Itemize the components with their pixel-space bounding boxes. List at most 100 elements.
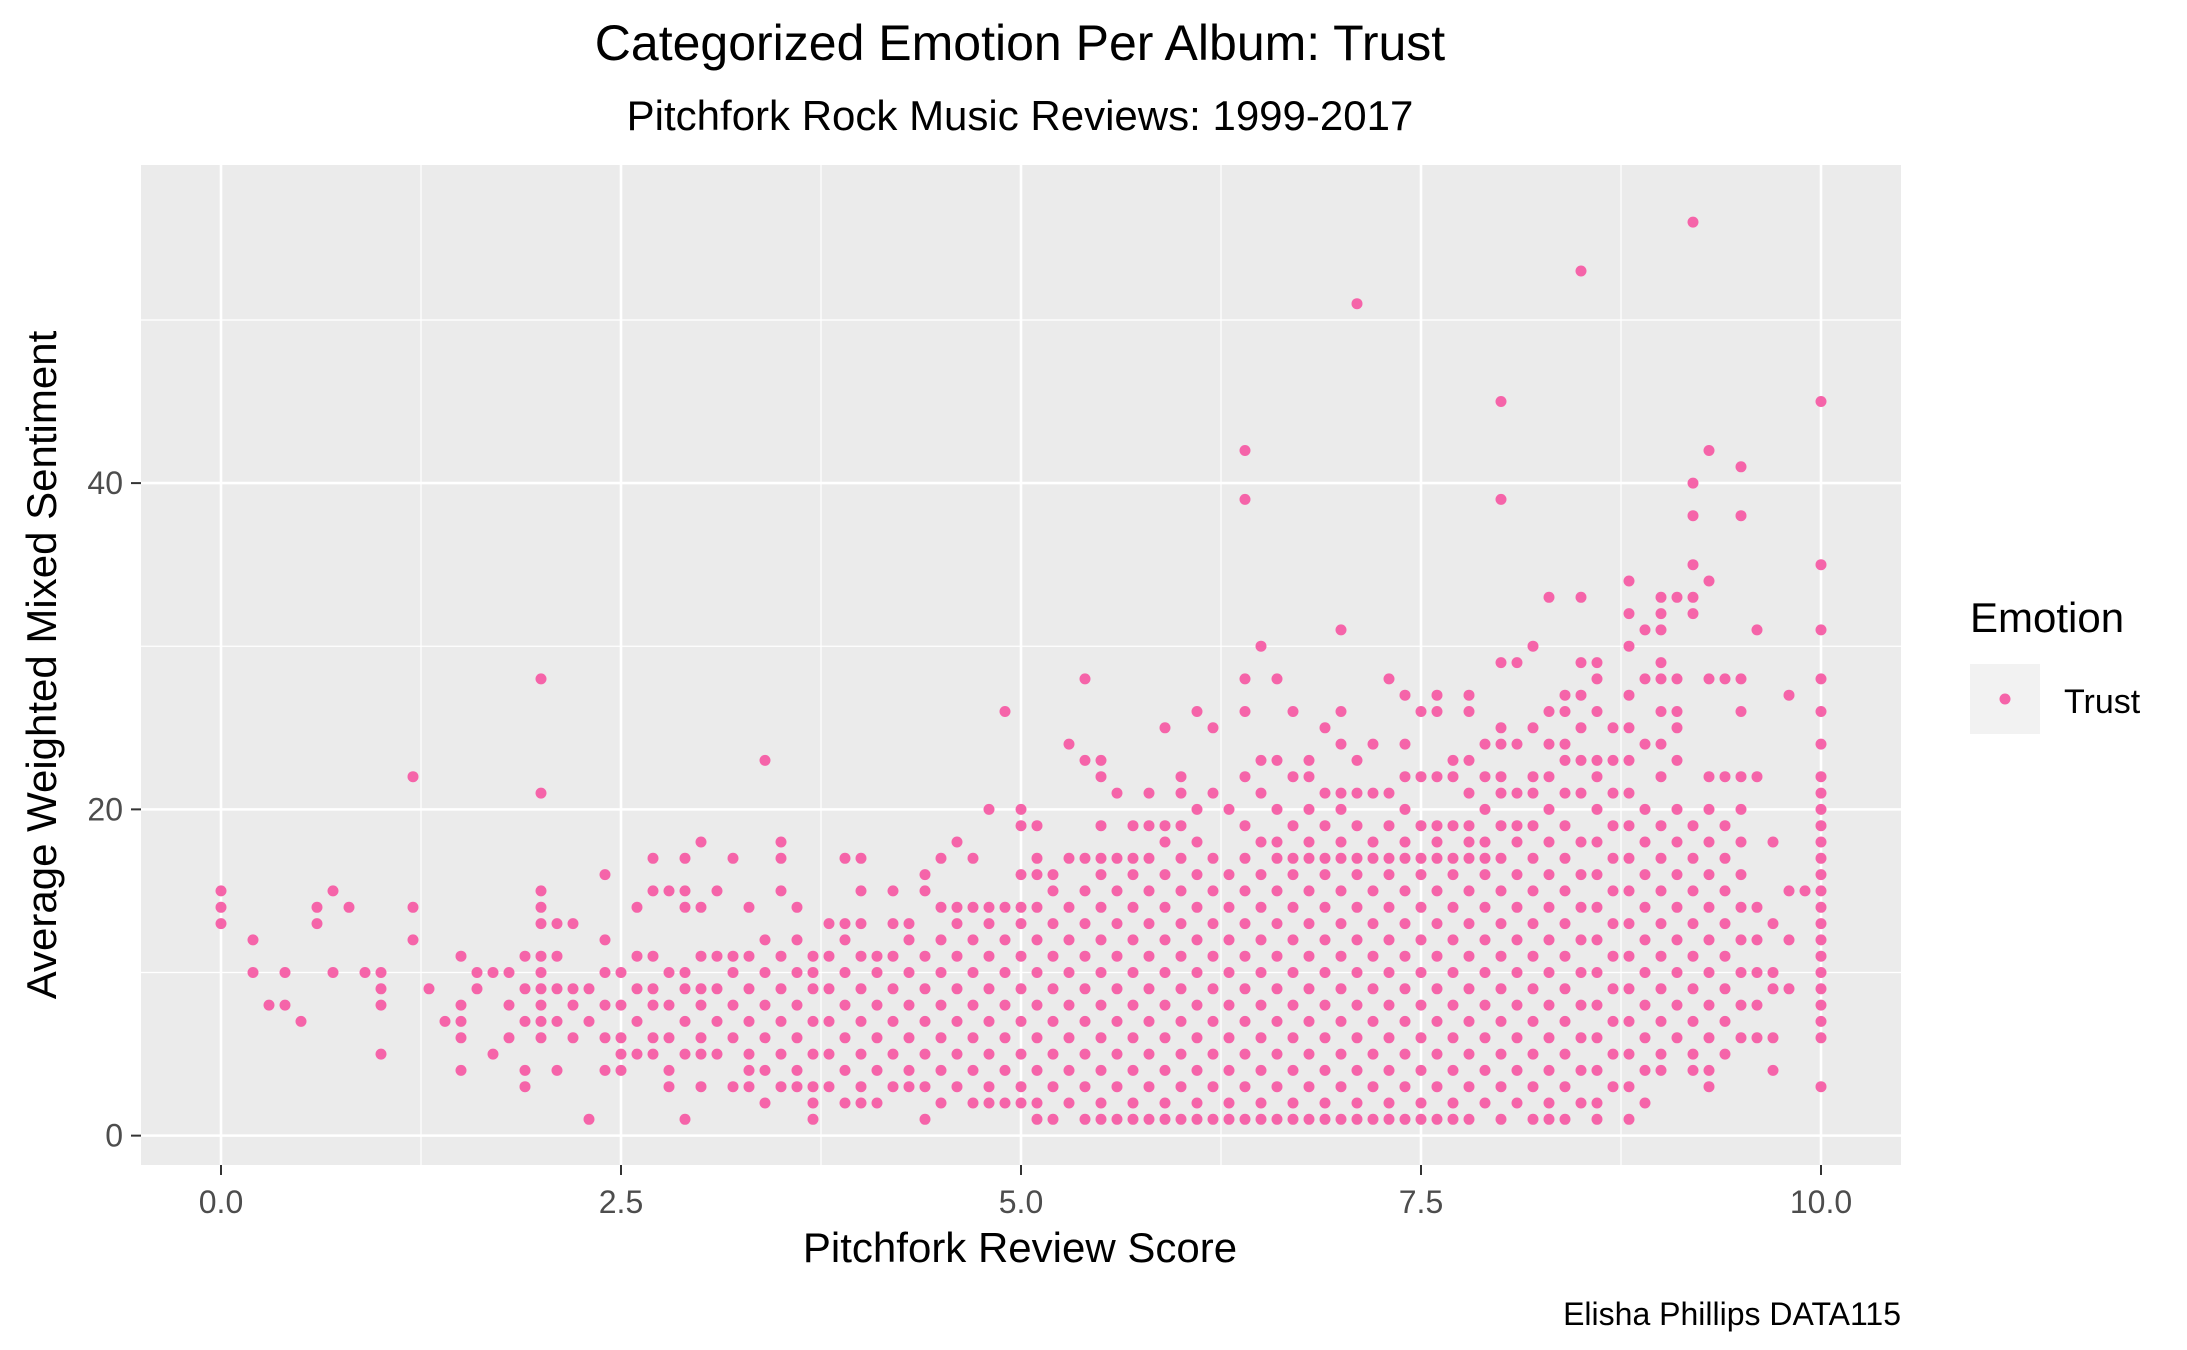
data-point [1687,1015,1699,1027]
data-point [455,1032,467,1044]
data-point [1351,820,1363,832]
data-point [775,852,787,864]
data-point [1463,1015,1475,1027]
data-point [1415,1097,1427,1109]
data-point [1735,836,1747,848]
data-point [1671,967,1683,978]
data-point [1015,869,1027,881]
data-point [1479,771,1491,783]
data-point [1527,771,1539,783]
data-point [1543,999,1555,1011]
data-point [1559,983,1571,995]
data-point [567,999,579,1011]
data-point [1047,950,1059,962]
data-point [1815,1032,1827,1044]
data-point [759,999,771,1011]
data-point [1255,1032,1267,1044]
data-point [535,885,547,897]
data-point [1719,673,1731,685]
data-point [1447,1032,1459,1044]
data-point [1639,934,1651,946]
data-point [935,967,947,978]
data-point [1143,918,1155,930]
data-point [679,901,691,913]
data-point [1351,934,1363,946]
data-point [1303,1113,1315,1125]
data-point [1575,265,1587,277]
data-point [1591,1097,1603,1109]
data-point [823,983,835,995]
data-point [999,1097,1011,1109]
data-point [967,1032,979,1044]
data-point [1143,820,1155,832]
legend-title: Emotion [1970,594,2124,641]
chart-title: Categorized Emotion Per Album: Trust [595,15,1445,71]
data-point [1047,918,1059,930]
data-point [1095,869,1107,881]
data-point [1383,869,1395,881]
data-point [1591,673,1603,685]
data-point [375,983,387,995]
data-point [1559,1113,1571,1125]
data-point [1527,885,1539,897]
data-point [1703,869,1715,881]
data-point [1655,591,1667,603]
data-point [1719,1048,1731,1060]
data-point [1015,820,1027,832]
data-point [1655,852,1667,864]
data-point [791,1064,803,1076]
data-point [983,1015,995,1027]
data-point [1127,852,1139,864]
data-point [871,1032,883,1044]
data-point [1111,983,1123,995]
data-point [647,983,659,995]
data-point [967,967,979,978]
data-point [1335,1015,1347,1027]
data-point [1511,999,1523,1011]
data-point [695,1081,707,1093]
data-point [1543,738,1555,750]
data-point [711,1048,723,1060]
data-point [1527,852,1539,864]
data-point [903,934,915,946]
data-point [1511,934,1523,946]
data-point [1031,820,1043,832]
data-point [775,950,787,962]
data-point [1543,706,1555,717]
data-point [1303,803,1315,815]
data-point [1175,771,1187,783]
data-point [711,1015,723,1027]
data-point [807,983,819,995]
data-point [1287,820,1299,832]
data-point [1687,820,1699,832]
data-point [1495,1015,1507,1027]
data-point [1495,722,1507,734]
data-point [1175,1048,1187,1060]
data-point [855,950,867,962]
data-point [711,885,723,897]
data-point [519,1064,531,1076]
data-point [743,983,755,995]
y-tick-label: 20 [87,791,123,827]
data-point [1143,787,1155,799]
data-point [1751,967,1763,978]
data-point [1815,771,1827,783]
data-point [1079,852,1091,864]
data-point [439,1015,451,1027]
data-point [1639,624,1651,636]
data-point [1223,869,1235,881]
data-point [663,885,675,897]
data-point [1815,967,1827,978]
data-point [1335,836,1347,848]
data-point [1431,689,1443,701]
data-point [1511,787,1523,799]
data-point [1351,869,1363,881]
data-point [1159,820,1171,832]
data-point [999,1064,1011,1076]
data-point [1207,1081,1219,1093]
data-point [1255,1113,1267,1125]
data-point [1287,1032,1299,1044]
data-point [1703,836,1715,848]
data-point [1367,950,1379,962]
data-point [1111,885,1123,897]
